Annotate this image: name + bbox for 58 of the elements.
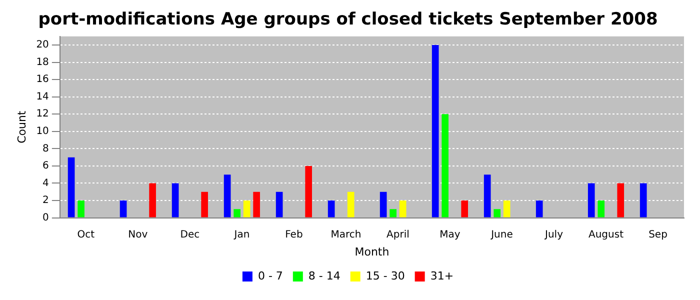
x-tick-label: May	[440, 229, 460, 240]
bar	[432, 45, 439, 218]
bar	[234, 209, 240, 218]
x-axis-title: Month	[354, 245, 390, 258]
legend-label: 31+	[430, 269, 454, 282]
bar	[399, 200, 406, 218]
x-tick-label: Dec	[180, 229, 200, 240]
y-tick-label: 6	[42, 160, 49, 172]
bar	[484, 174, 491, 218]
y-tick-label: 4	[42, 178, 49, 189]
bar	[172, 183, 179, 218]
bar	[68, 157, 75, 218]
bar	[390, 209, 397, 218]
bar	[276, 192, 283, 218]
y-tick-label: 0	[42, 212, 49, 224]
y-tick-label: 8	[42, 143, 49, 154]
bar	[598, 200, 605, 218]
bar	[149, 183, 156, 218]
x-tick-label: April	[386, 229, 410, 240]
x-tick-label: June	[490, 229, 513, 240]
legend-label: 8 - 14	[308, 269, 340, 282]
x-tick-label: July	[544, 229, 564, 240]
y-tick-label: 20	[36, 40, 49, 51]
bar	[442, 114, 449, 218]
x-tick-label: March	[330, 229, 362, 240]
x-tick-label: Feb	[285, 229, 303, 240]
y-tick-label: 16	[36, 74, 49, 86]
y-tick-label: 10	[36, 126, 49, 138]
bar	[588, 183, 595, 218]
x-tick-label: August	[588, 229, 624, 240]
y-axis-title: Count	[15, 110, 28, 144]
legend-label: 15 - 30	[366, 269, 405, 282]
bar	[328, 200, 335, 218]
x-tick-label: Oct	[77, 229, 95, 240]
legend-label: 0 - 7	[258, 269, 283, 282]
x-tick-label: Sep	[648, 229, 668, 240]
bar	[494, 209, 501, 218]
y-tick-label: 2	[42, 195, 49, 206]
bar	[78, 200, 84, 218]
y-tick-label: 12	[36, 108, 49, 120]
bar	[347, 192, 354, 218]
bar	[120, 200, 127, 218]
x-tick-label: Nov	[128, 229, 148, 240]
bar	[640, 183, 647, 218]
bar	[201, 192, 208, 218]
x-tick-label: Jan	[233, 229, 250, 240]
bar	[224, 174, 231, 218]
bar	[253, 192, 260, 218]
bar	[243, 200, 250, 218]
y-tick-label: 14	[36, 91, 49, 102]
y-tick-label: 18	[36, 56, 49, 68]
chart-title: port-modifications Age groups of closed tickets September 2008	[38, 10, 658, 30]
bar	[380, 192, 387, 218]
bar	[503, 200, 510, 218]
bar	[305, 166, 312, 218]
bar	[536, 200, 543, 218]
bar	[617, 183, 624, 218]
bar	[461, 200, 468, 218]
